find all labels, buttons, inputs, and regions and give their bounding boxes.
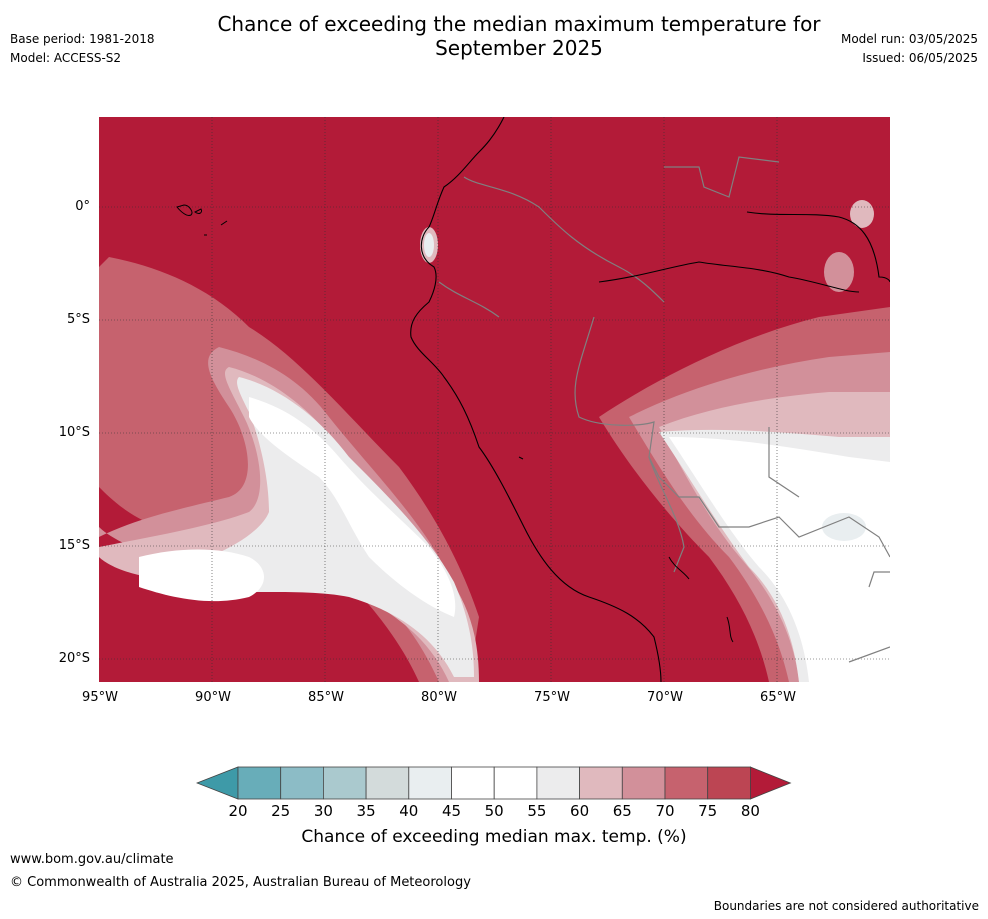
model-run-text: Model run: 03/05/2025 <box>840 32 978 46</box>
lat-label-10s: 10°S <box>58 425 90 440</box>
probability-map <box>99 117 890 682</box>
contour-band-east-50 <box>669 437 890 682</box>
lat-label-0: 0° <box>75 199 90 214</box>
colorbar-tick-label: 45 <box>441 802 462 820</box>
colorbar-cell-45 <box>451 766 495 800</box>
colorbar-tick-label: 20 <box>228 802 248 820</box>
colorbar-tick-label: 55 <box>527 802 547 820</box>
colorbar-tick-label: 40 <box>399 802 419 820</box>
colorbar-cell-35 <box>365 766 410 800</box>
contour-band-east-45 <box>822 513 866 541</box>
colorbar-cell-60 <box>579 766 623 800</box>
galapagos-islands <box>176 204 228 236</box>
colorbar-extend-low <box>196 766 239 800</box>
lon-label-70w: 70°W <box>647 690 683 705</box>
lat-label-20s: 20°S <box>58 651 90 666</box>
hotspot-gulf-core <box>424 233 434 257</box>
colorbar-cell-20 <box>237 766 282 800</box>
lat-label-15s: 15°S <box>58 538 90 553</box>
colorbar-cell-40 <box>408 766 452 800</box>
colorbar-tick-label: 65 <box>612 802 632 820</box>
colorbar-tick-label: 75 <box>698 802 718 820</box>
colorbar-cell-65 <box>621 766 666 800</box>
country-borders <box>438 156 890 663</box>
colorbar <box>196 766 792 800</box>
lon-label-80w: 80°W <box>421 690 457 705</box>
colorbar-cell-75 <box>707 766 751 800</box>
lon-label-90w: 90°W <box>195 690 231 705</box>
title-line-1: Chance of exceeding the median maximum t… <box>217 12 821 36</box>
graticule <box>99 117 890 682</box>
titicaca-and-lakes <box>518 456 734 643</box>
colorbar-tick-label: 70 <box>655 802 675 820</box>
base-period-text: Base period: 1981-2018 <box>10 32 155 46</box>
footer-copyright: © Commonwealth of Australia 2025, Austra… <box>10 875 471 890</box>
colorbar-tick-label: 25 <box>271 802 291 820</box>
coastline <box>410 117 890 682</box>
map-title: Chance of exceeding the median maximum t… <box>150 12 888 60</box>
footer-disclaimer: Boundaries are not considered authoritat… <box>713 899 979 913</box>
colorbar-tick-label: 80 <box>740 802 760 820</box>
colorbar-cell-25 <box>280 766 324 800</box>
colorbar-tick-label: 60 <box>570 802 590 820</box>
colorbar-cell-70 <box>664 766 709 800</box>
footer-url: www.bom.gov.au/climate <box>10 852 174 867</box>
colorbar-extend-high <box>750 766 792 800</box>
colorbar-tick-label: 30 <box>313 802 333 820</box>
issued-text: Issued: 06/05/2025 <box>862 51 978 65</box>
contour-band-50b <box>139 549 264 602</box>
colorbar-tick-label: 50 <box>484 802 504 820</box>
lon-label-65w: 65°W <box>760 690 796 705</box>
contour-band-55 <box>159 377 474 677</box>
colorbar-cell-50 <box>493 766 538 800</box>
colorbar-tick-label: 35 <box>356 802 376 820</box>
model-text: Model: ACCESS-S2 <box>10 51 122 65</box>
contour-band-50 <box>249 397 456 617</box>
lat-label-5s: 5°S <box>66 312 90 327</box>
title-line-2: September 2025 <box>435 36 603 60</box>
colorbar-cell-55 <box>536 766 580 800</box>
colorbar-label: Chance of exceeding median max. temp. (%… <box>301 827 687 847</box>
lon-label-95w: 95°W <box>82 690 118 705</box>
colorbar-cell-30 <box>323 766 367 800</box>
hotspot-amazon-delta <box>824 252 854 292</box>
lon-label-85w: 85°W <box>308 690 344 705</box>
lon-label-75w: 75°W <box>534 690 570 705</box>
